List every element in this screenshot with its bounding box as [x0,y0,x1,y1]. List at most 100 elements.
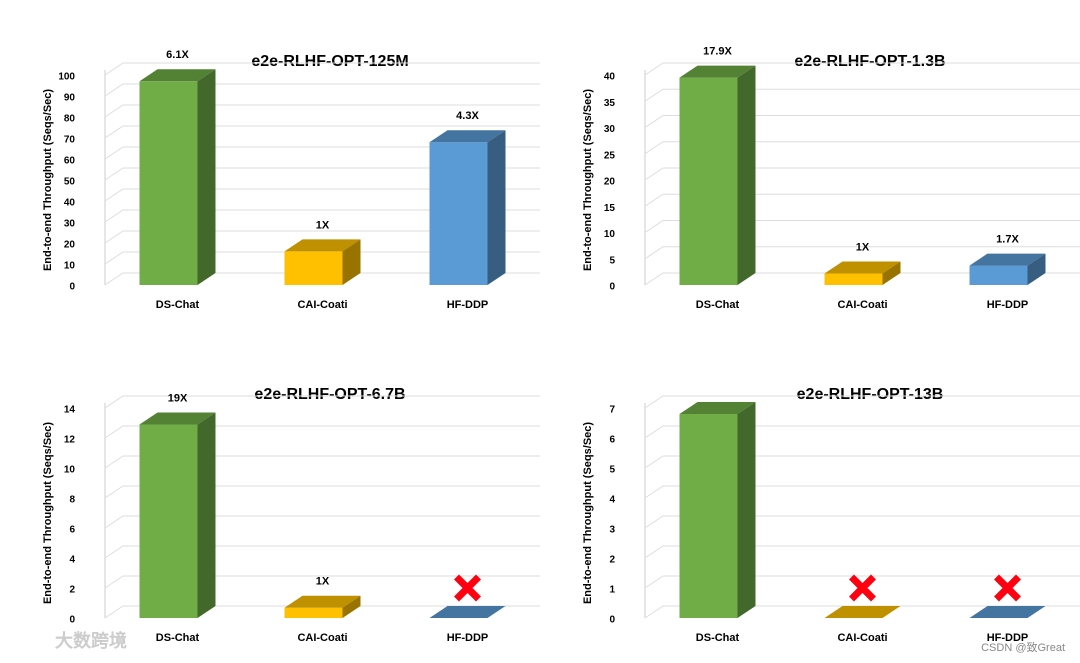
speedup-label: 6.1X [166,49,189,61]
unavailable-mark [454,574,481,602]
bar-top [429,130,506,143]
y-tick-label: 70 [64,135,76,146]
bar [969,253,1046,285]
y-tick-label: 10 [64,465,76,476]
y-tick-label: 7 [609,405,615,416]
y-tick-label: 30 [64,219,76,230]
grid-line [104,125,540,139]
grid-line [104,395,540,409]
y-tick-label: 6 [69,525,75,536]
y-tick-label: 20 [604,177,616,188]
y-tick-label: 100 [58,72,75,83]
speedup-label: 17.9X [703,46,732,58]
speedup-label: 1.7X [996,233,1019,245]
y-tick-label: 5 [609,255,615,266]
bar [284,239,361,285]
grid-line [104,545,540,559]
x-tick-label: HF-DDP [447,632,489,644]
bar [824,261,901,285]
bar [429,130,506,285]
x-tick-label: CAI-Coati [297,632,347,644]
grid-line [644,485,1080,499]
y-axis-label: End-to-end Throughput (Seqs/Sec) [42,89,54,271]
bar-top [284,595,361,608]
bar-side [487,130,506,285]
speedup-label: 4.3X [456,110,479,122]
bar-front [284,607,343,618]
speedup-label: 1X [316,219,330,231]
y-tick-label: 80 [64,114,76,125]
flat-slab [429,606,506,618]
grid-line [644,115,1080,128]
bar-front [679,414,738,618]
grid-line [104,230,540,244]
flat-slab [969,606,1046,618]
y-tick-label: 10 [64,261,76,272]
grid-line [644,395,1080,409]
bar-front [139,424,198,618]
grid-line [644,455,1080,469]
bar-top [969,253,1046,266]
grid-line [644,62,1080,76]
unavailable-mark [994,574,1021,602]
y-tick-label: 10 [604,229,616,240]
bar-side [342,595,361,618]
y-tick-label: 20 [64,240,76,251]
x-tick-label: CAI-Coati [297,299,347,311]
y-tick-label: 25 [604,150,616,161]
x-tick-label: DS-Chat [696,299,740,311]
grid-line [104,62,540,76]
x-tick-label: HF-DDP [987,632,1029,644]
bar-front [284,251,343,285]
grid-line [644,141,1080,155]
grid-line [104,515,540,529]
y-tick-label: 0 [69,615,75,626]
bar-front [679,77,738,285]
unavailable-mark [849,574,876,602]
bar-top [284,239,361,252]
y-tick-label: 0 [609,282,615,293]
grid-line [644,167,1080,181]
bar [679,402,756,618]
chart-panel: e2e-RLHF-OPT-1.3B End-to-end Throughput (… [582,46,1080,311]
grid-line [644,272,1080,286]
grid-line [644,220,1080,233]
y-tick-label: 40 [64,198,76,209]
grid-line [644,425,1080,439]
y-tick-label: 40 [604,72,616,83]
y-axis-label: End-to-end Throughput (Seqs/Sec) [582,89,594,271]
chart-panel: e2e-RLHF-OPT-13B End-to-end Throughput (S… [582,386,1080,644]
y-tick-label: 4 [69,555,75,566]
chart-title: e2e-RLHF-OPT-6.7B [254,386,405,403]
grid-line [644,605,1080,619]
y-tick-label: 3 [609,525,615,536]
bar-side [197,412,216,618]
grid-line [104,425,540,439]
chart-title: e2e-RLHF-OPT-1.3B [794,53,945,70]
grid-line [644,246,1080,260]
y-axis-label: End-to-end Throughput (Seqs/Sec) [582,422,594,604]
bar-side [882,261,901,285]
y-tick-label: 8 [69,495,75,506]
watermark: CSDN @致Great [981,640,1065,654]
bar-side [737,65,756,285]
grid-line [104,455,540,469]
grid-line [644,575,1080,589]
y-tick-label: 2 [69,585,75,596]
bar [139,69,216,285]
chart-title: e2e-RLHF-OPT-125M [251,53,408,70]
bar-side [737,402,756,618]
grid-line [104,83,540,97]
speedup-label: 1X [316,576,330,588]
bar-front [969,265,1028,285]
grid-line [104,575,540,589]
bar-side [342,239,361,285]
y-tick-label: 4 [609,495,615,506]
y-tick-label: 15 [604,203,616,214]
grid-line [104,272,540,286]
y-tick-label: 90 [64,93,76,104]
grid-line [104,485,540,499]
bar-top [679,65,756,78]
x-tick-label: HF-DDP [987,299,1029,311]
grid-line [104,605,540,619]
